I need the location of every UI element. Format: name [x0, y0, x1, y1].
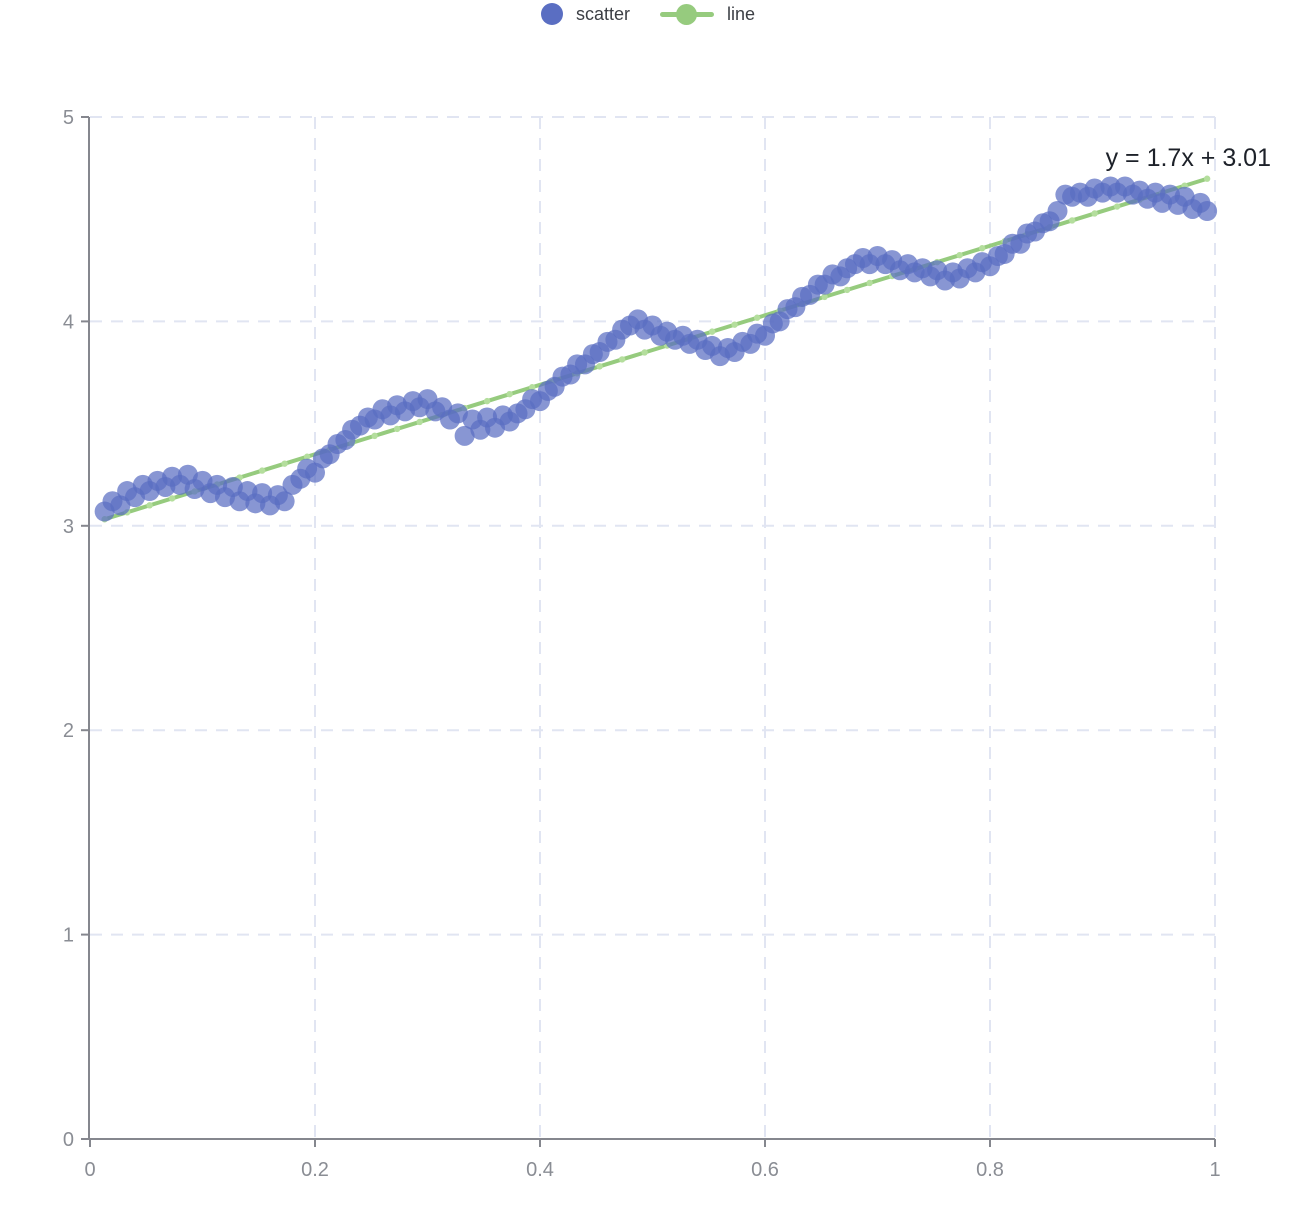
line-point-marker [258, 467, 266, 474]
line-point-marker [978, 245, 986, 252]
y-tick-label: 4 [63, 311, 74, 333]
line-point-marker [731, 321, 738, 328]
axes [81, 116, 1216, 1147]
line-point-marker [303, 453, 311, 460]
legend-label-scatter: scatter [575, 3, 630, 24]
y-tick-label: 5 [63, 107, 74, 129]
line-point-marker [596, 363, 603, 370]
x-tick-label: 0.8 [976, 1159, 1004, 1181]
line-point-marker [371, 432, 378, 440]
line-point-marker [1091, 210, 1098, 217]
line-point-marker [483, 397, 491, 405]
line-point-marker [528, 384, 536, 391]
line-point-marker [753, 314, 761, 321]
x-tick-label: 0.4 [526, 1159, 554, 1181]
legend-item-line[interactable]: line [660, 3, 756, 25]
line-point-marker [146, 502, 153, 509]
line-point-marker [866, 279, 873, 287]
scatter-point [1047, 201, 1068, 222]
tick-labels: 0 0.2 0.4 0.6 0.8 1 0 1 2 3 4 5 [63, 107, 1221, 1181]
line-legend-marker-icon [660, 3, 714, 25]
legend-item-scatter[interactable]: scatter [540, 3, 630, 25]
line-point-marker [641, 349, 648, 356]
x-tick-label: 1 [1209, 1159, 1220, 1181]
line-point-marker [416, 418, 423, 426]
scatter-point [1197, 201, 1218, 222]
x-tick-label: 0 [84, 1159, 95, 1181]
data-series [94, 175, 1218, 523]
line-point-marker [708, 328, 716, 335]
y-tick-label: 2 [63, 720, 74, 742]
equation-annotation: y = 1.7x + 3.01 [1106, 144, 1271, 172]
y-tick-label: 0 [63, 1129, 74, 1151]
scatter-legend-marker-icon [540, 3, 563, 25]
line-point-marker [393, 425, 401, 433]
legend-label-line: line [727, 3, 756, 24]
gridlines [90, 116, 1216, 1139]
line-point-marker [1113, 203, 1121, 210]
scatter-point [274, 491, 295, 512]
chart-legend: scatter line [0, 3, 1296, 25]
line-point-marker [821, 293, 828, 301]
line-point-marker [1068, 217, 1076, 224]
line-point-marker [618, 356, 626, 363]
scatter-point [454, 425, 475, 446]
line-point-marker [843, 286, 851, 294]
x-tick-label: 0.2 [301, 1159, 329, 1181]
line-point-marker [506, 390, 513, 398]
y-tick-label: 3 [63, 516, 74, 538]
line-point-marker [168, 495, 176, 502]
y-tick-label: 1 [63, 925, 74, 947]
line-point-marker [281, 460, 288, 467]
line-point-marker [1203, 175, 1211, 182]
line-point-marker [956, 251, 963, 259]
x-tick-label: 0.6 [751, 1159, 779, 1181]
